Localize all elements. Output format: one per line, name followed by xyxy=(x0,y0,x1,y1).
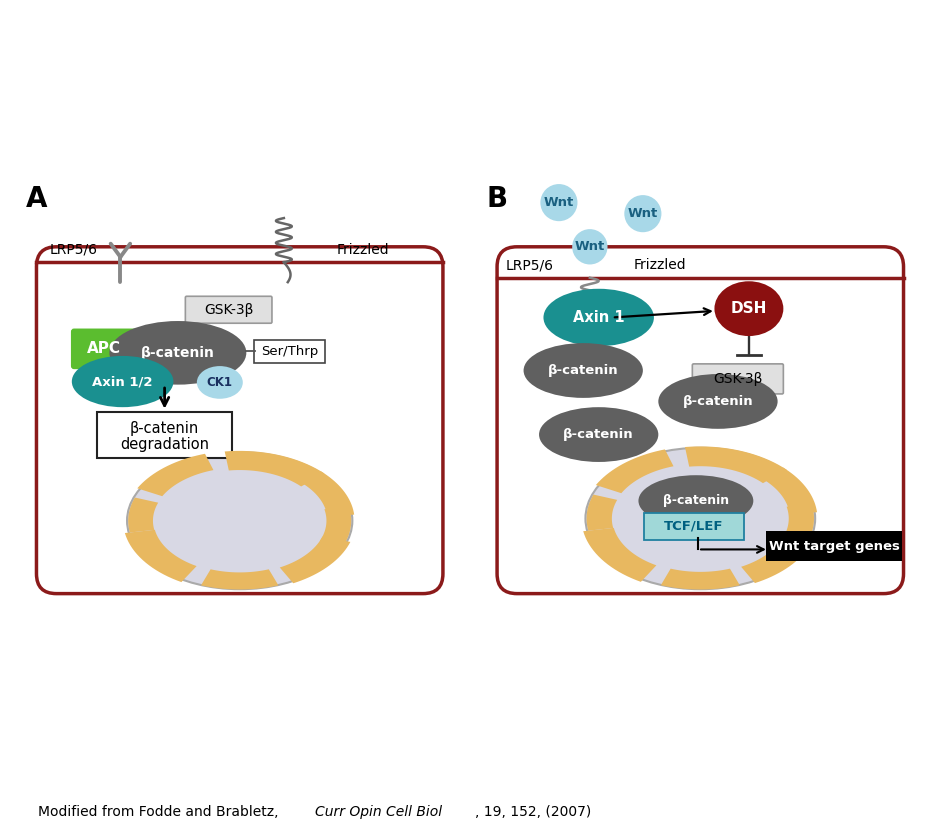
Text: β-catenin: β-catenin xyxy=(130,421,199,436)
Ellipse shape xyxy=(543,289,654,346)
Ellipse shape xyxy=(714,281,783,336)
FancyBboxPatch shape xyxy=(70,328,136,369)
FancyBboxPatch shape xyxy=(185,297,272,323)
Circle shape xyxy=(624,195,662,232)
Text: Modified from Fodde and Brabletz,: Modified from Fodde and Brabletz, xyxy=(38,805,283,819)
FancyBboxPatch shape xyxy=(644,512,744,540)
Ellipse shape xyxy=(109,321,246,385)
Text: TCF/LEF: TCF/LEF xyxy=(664,520,724,533)
Text: A: A xyxy=(25,185,47,213)
Text: β-catenin: β-catenin xyxy=(682,395,753,408)
Text: LRP5/6: LRP5/6 xyxy=(506,259,554,272)
PathPatch shape xyxy=(763,468,817,514)
Ellipse shape xyxy=(196,366,243,399)
Text: LRP5/6: LRP5/6 xyxy=(50,243,98,257)
Text: Wnt: Wnt xyxy=(574,240,605,254)
Ellipse shape xyxy=(71,356,173,407)
Text: B: B xyxy=(486,185,508,213)
PathPatch shape xyxy=(201,570,278,590)
Text: , 19, 152, (2007): , 19, 152, (2007) xyxy=(475,805,591,819)
Text: GSK-3β: GSK-3β xyxy=(204,302,254,317)
Text: Frizzled: Frizzled xyxy=(337,243,389,257)
Ellipse shape xyxy=(638,475,753,527)
PathPatch shape xyxy=(225,451,324,486)
PathPatch shape xyxy=(280,537,351,583)
Text: APC: APC xyxy=(86,341,121,356)
PathPatch shape xyxy=(320,506,352,547)
PathPatch shape xyxy=(685,446,787,483)
Text: CK1: CK1 xyxy=(207,376,233,389)
Ellipse shape xyxy=(127,452,352,589)
FancyBboxPatch shape xyxy=(766,531,902,561)
Text: Axin 1: Axin 1 xyxy=(572,310,624,325)
Ellipse shape xyxy=(658,374,777,428)
PathPatch shape xyxy=(128,497,158,533)
FancyBboxPatch shape xyxy=(497,247,903,594)
Ellipse shape xyxy=(586,448,815,589)
Text: β-catenin: β-catenin xyxy=(563,428,634,441)
Text: Wnt: Wnt xyxy=(544,196,574,209)
Text: degradation: degradation xyxy=(120,437,209,452)
PathPatch shape xyxy=(125,530,196,582)
PathPatch shape xyxy=(596,449,674,493)
PathPatch shape xyxy=(583,528,656,582)
FancyBboxPatch shape xyxy=(98,412,232,458)
PathPatch shape xyxy=(661,569,740,590)
PathPatch shape xyxy=(741,535,813,583)
Text: DSH: DSH xyxy=(730,302,767,316)
Text: Axin 1/2: Axin 1/2 xyxy=(92,375,153,388)
PathPatch shape xyxy=(587,495,618,531)
Text: β-catenin: β-catenin xyxy=(548,364,619,377)
Text: GSK-3β: GSK-3β xyxy=(713,372,762,386)
Text: Curr Opin Cell Biol: Curr Opin Cell Biol xyxy=(315,805,442,819)
Circle shape xyxy=(572,229,607,265)
Text: Wnt target genes: Wnt target genes xyxy=(769,539,900,553)
FancyBboxPatch shape xyxy=(693,364,783,394)
Text: Wnt: Wnt xyxy=(628,207,658,220)
FancyBboxPatch shape xyxy=(37,247,443,594)
Text: Ser/Thrp: Ser/Thrp xyxy=(260,344,318,358)
Text: β-catenin: β-catenin xyxy=(141,346,214,360)
FancyBboxPatch shape xyxy=(255,339,324,363)
Ellipse shape xyxy=(524,343,643,398)
Ellipse shape xyxy=(539,407,658,462)
PathPatch shape xyxy=(302,471,354,516)
Text: Frizzled: Frizzled xyxy=(634,259,686,272)
Circle shape xyxy=(540,184,577,221)
PathPatch shape xyxy=(137,454,213,496)
Text: β-catenin: β-catenin xyxy=(663,494,728,507)
PathPatch shape xyxy=(782,503,814,545)
